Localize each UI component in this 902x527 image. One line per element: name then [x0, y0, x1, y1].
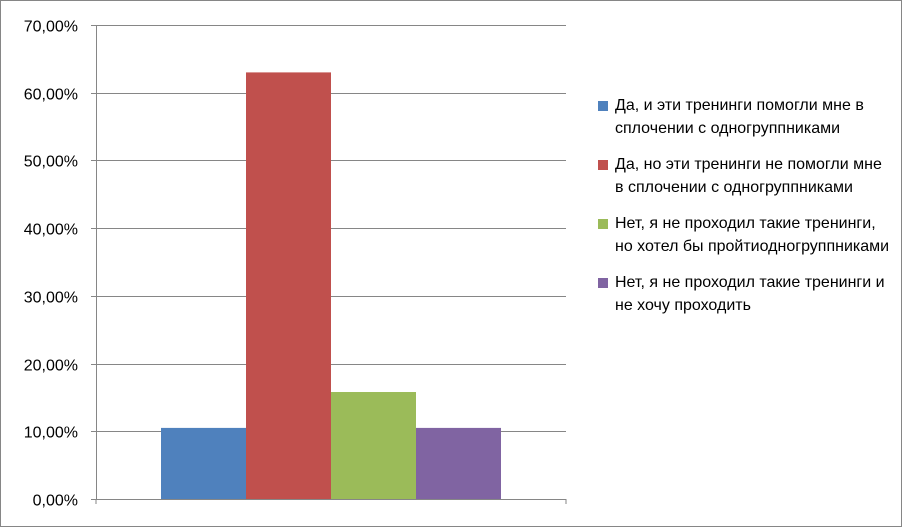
y-tick-label-2: 20,00%	[24, 358, 78, 375]
legend-label-1: Да, и эти тренинги помогли мне в сплочен…	[615, 97, 864, 137]
legend-swatch-3	[598, 219, 608, 229]
y-tick-label-5: 50,00%	[24, 154, 78, 171]
legend-item-4: Нет, я не проходил такие тренинги и не х…	[598, 272, 893, 317]
y-tick-label-7: 70,00%	[24, 19, 78, 36]
bar-series-2	[246, 72, 331, 500]
bars	[161, 72, 501, 500]
y-tick-label-6: 60,00%	[24, 87, 78, 104]
legend-swatch-1	[598, 101, 608, 111]
legend-label-3: Нет, я не проходил такие тренинги, но хо…	[615, 215, 890, 255]
legend-item-1: Да, и эти тренинги помогли мне в сплочен…	[598, 95, 893, 140]
bar-series-3	[331, 392, 416, 499]
bar-series-4	[416, 427, 501, 499]
legend-swatch-4	[598, 278, 608, 288]
y-tick-labels: 0,00% 10,00% 20,00% 30,00% 40,00% 50,00% 60,00…	[24, 19, 78, 510]
axes	[91, 25, 567, 504]
legend-label-2: Да, но эти тренинги не помогли мне в спл…	[615, 156, 882, 196]
legend-label-4: Нет, я не проходил такие тренинги и не х…	[615, 274, 885, 314]
y-tick-label-3: 30,00%	[24, 290, 78, 307]
legend-swatch-2	[598, 160, 608, 170]
bar-series-1	[161, 427, 246, 499]
legend-item-2: Да, но эти тренинги не помогли мне в спл…	[598, 154, 893, 199]
y-tick-label-0: 0,00%	[33, 493, 78, 510]
legend: Да, и эти тренинги помогли мне в сплочен…	[598, 95, 893, 331]
legend-item-3: Нет, я не проходил такие тренинги, но хо…	[598, 213, 893, 258]
y-tick-label-1: 10,00%	[24, 425, 78, 442]
y-tick-label-4: 40,00%	[24, 222, 78, 239]
